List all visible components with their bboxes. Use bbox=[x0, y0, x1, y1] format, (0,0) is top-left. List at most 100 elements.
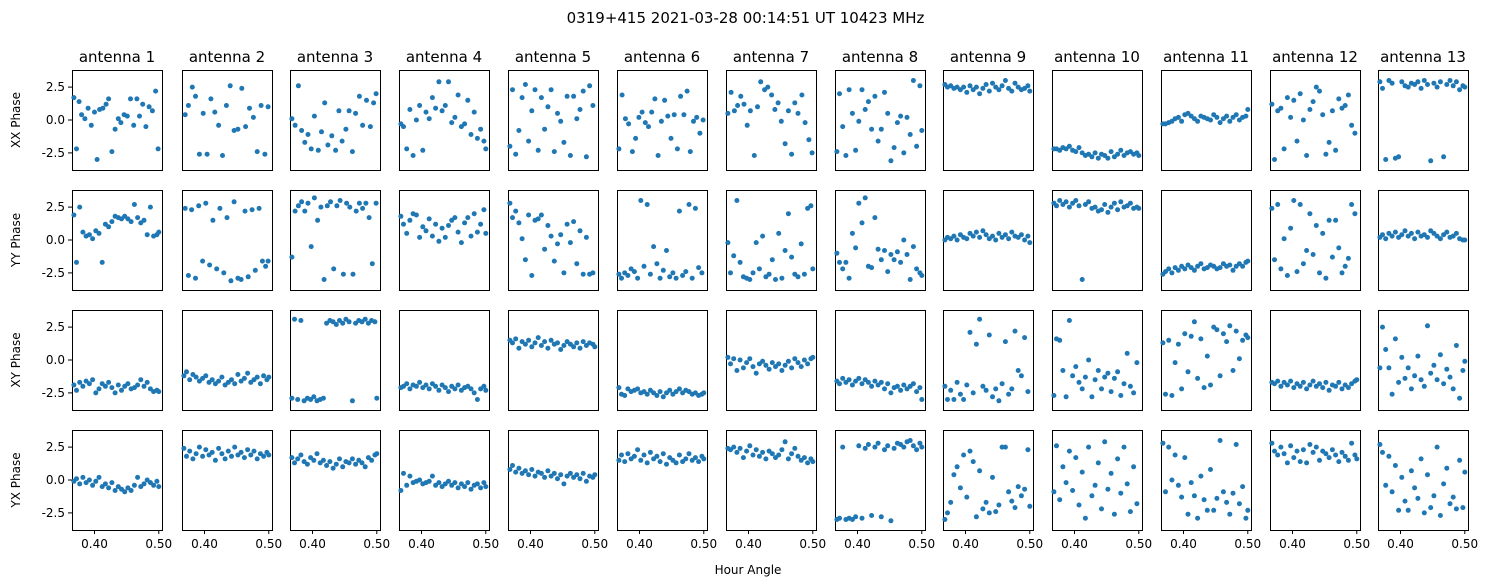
data-point bbox=[204, 151, 210, 157]
data-point bbox=[350, 271, 356, 277]
data-point bbox=[245, 370, 251, 376]
data-point bbox=[77, 204, 83, 210]
scatter-panel bbox=[725, 310, 817, 411]
data-point bbox=[1076, 502, 1082, 508]
data-point bbox=[261, 453, 267, 459]
data-point bbox=[676, 208, 682, 214]
data-point bbox=[1297, 383, 1303, 389]
panel-frame bbox=[943, 430, 1034, 531]
panel-frame bbox=[1270, 310, 1361, 411]
data-point bbox=[1431, 80, 1437, 86]
data-point bbox=[616, 457, 622, 463]
data-point bbox=[961, 397, 967, 402]
data-point bbox=[1240, 337, 1246, 343]
data-point bbox=[1217, 265, 1223, 271]
data-point bbox=[371, 100, 377, 106]
data-point bbox=[674, 146, 680, 152]
data-point bbox=[1057, 497, 1063, 503]
data-point bbox=[1460, 505, 1466, 511]
data-point bbox=[875, 138, 881, 144]
data-point bbox=[1326, 387, 1332, 393]
data-point bbox=[1179, 386, 1185, 392]
data-point bbox=[692, 205, 698, 211]
panel-frame bbox=[1052, 310, 1143, 411]
data-point bbox=[891, 145, 897, 151]
data-point bbox=[779, 275, 785, 281]
data-point bbox=[321, 277, 327, 282]
data-point bbox=[1345, 92, 1351, 98]
data-point bbox=[516, 220, 522, 226]
data-point bbox=[1339, 386, 1345, 392]
data-point bbox=[1066, 143, 1072, 149]
panel-frame bbox=[1161, 310, 1252, 411]
data-point bbox=[1208, 467, 1213, 472]
data-point bbox=[254, 149, 260, 155]
data-point bbox=[668, 135, 674, 141]
x-tick-label: 0.40 bbox=[735, 537, 762, 551]
data-point bbox=[555, 241, 560, 247]
data-point bbox=[773, 277, 778, 282]
data-point bbox=[426, 478, 432, 484]
data-point bbox=[728, 270, 733, 276]
data-point bbox=[869, 383, 875, 389]
data-point bbox=[948, 387, 954, 393]
data-point bbox=[529, 108, 535, 114]
scatter-panel: 0.40 0.50 bbox=[1160, 430, 1261, 551]
data-point bbox=[846, 377, 852, 383]
data-point bbox=[647, 271, 653, 277]
data-point bbox=[1175, 482, 1181, 488]
data-point bbox=[1336, 379, 1342, 385]
data-point bbox=[235, 126, 241, 132]
data-point bbox=[1333, 147, 1339, 153]
data-point bbox=[580, 470, 586, 476]
data-point bbox=[639, 109, 645, 115]
data-point bbox=[433, 105, 439, 111]
data-point bbox=[776, 361, 782, 367]
data-point bbox=[741, 101, 747, 107]
scatter-panel: 0.40 0.50 bbox=[181, 430, 282, 551]
data-point bbox=[185, 103, 191, 108]
data-point bbox=[999, 83, 1005, 89]
data-point bbox=[193, 451, 199, 457]
panel-frame bbox=[726, 70, 817, 171]
data-point bbox=[875, 440, 881, 446]
data-point bbox=[1288, 443, 1294, 449]
antenna-column-titles: antenna 1 antenna 2 antenna 3 antenna 4 ante… bbox=[79, 48, 1466, 66]
data-point bbox=[1160, 340, 1166, 346]
data-point bbox=[366, 215, 372, 221]
data-point bbox=[413, 383, 419, 389]
data-point bbox=[840, 375, 846, 381]
scatter-panel bbox=[834, 190, 926, 291]
data-point bbox=[1412, 82, 1418, 87]
data-point bbox=[1326, 139, 1332, 145]
data-point bbox=[628, 266, 634, 272]
data-point bbox=[349, 398, 355, 404]
data-point bbox=[907, 438, 913, 443]
data-point bbox=[193, 93, 198, 99]
data-point bbox=[1063, 480, 1069, 486]
data-point bbox=[834, 250, 840, 256]
data-point bbox=[776, 230, 782, 236]
data-point bbox=[1160, 440, 1166, 446]
data-point bbox=[1015, 368, 1021, 373]
data-point bbox=[542, 339, 548, 345]
data-point bbox=[587, 83, 593, 89]
data-point bbox=[140, 101, 146, 107]
data-point bbox=[1136, 205, 1142, 211]
data-point bbox=[862, 445, 868, 451]
data-point bbox=[1399, 474, 1405, 480]
data-point bbox=[1051, 489, 1057, 495]
data-point bbox=[308, 244, 314, 250]
data-point bbox=[1082, 515, 1088, 521]
antenna-title: antenna 6 bbox=[624, 48, 700, 66]
data-point bbox=[131, 122, 137, 128]
data-point bbox=[980, 383, 986, 389]
data-point bbox=[1377, 79, 1383, 85]
x-tick-label: 0.50 bbox=[908, 537, 935, 551]
data-point bbox=[1179, 118, 1185, 124]
data-point bbox=[1408, 468, 1414, 474]
data-point bbox=[856, 375, 862, 381]
data-point bbox=[1108, 470, 1114, 476]
data-point bbox=[1333, 452, 1339, 458]
data-point bbox=[862, 195, 868, 201]
